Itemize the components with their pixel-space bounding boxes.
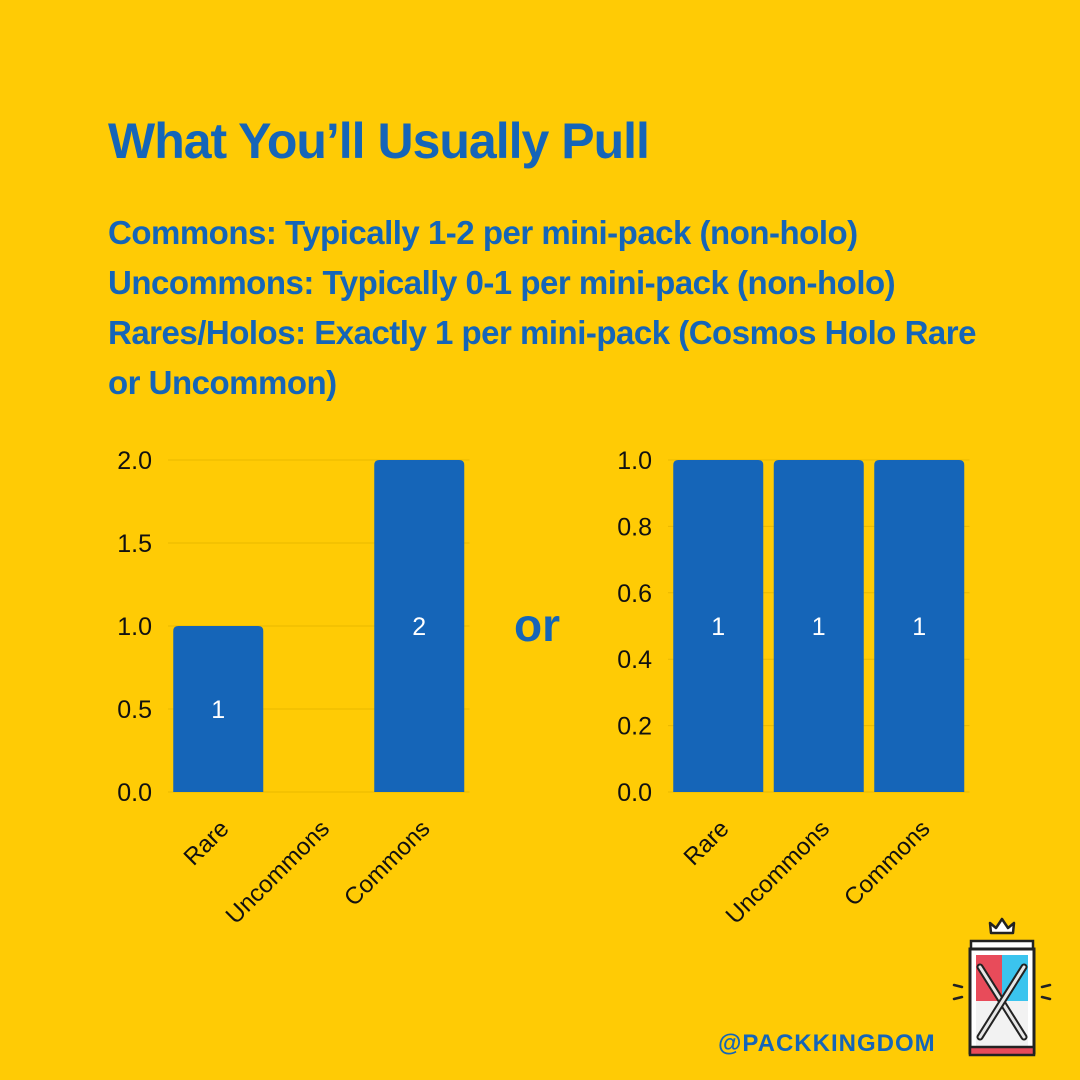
data-label: 2 bbox=[412, 613, 426, 641]
bar-commons bbox=[374, 460, 465, 792]
description-line-uncommons: Uncommons: Typically 0-1 per mini-pack (… bbox=[108, 264, 896, 301]
y-tick-label: 0.5 bbox=[117, 696, 152, 724]
data-label: 1 bbox=[912, 613, 926, 641]
y-tick-label: 2.0 bbox=[117, 447, 152, 475]
data-label: 1 bbox=[211, 696, 225, 724]
or-separator: or bbox=[514, 599, 560, 651]
y-tick-label: 1.0 bbox=[117, 613, 152, 641]
description-line-commons: Commons: Typically 1-2 per mini-pack (no… bbox=[108, 214, 858, 251]
bar-uncommons bbox=[773, 460, 864, 792]
x-tick-label: Rare bbox=[179, 815, 235, 871]
y-tick-label: 0.6 bbox=[617, 580, 652, 608]
page-title: What You’ll Usually Pull bbox=[108, 113, 650, 169]
bar-rare bbox=[173, 626, 264, 792]
x-tick-label: Uncommons bbox=[721, 815, 835, 929]
x-tick-label: Commons bbox=[339, 815, 435, 911]
data-label: 1 bbox=[711, 613, 725, 641]
x-tick-label: Rare bbox=[679, 815, 735, 871]
y-tick-label: 0.8 bbox=[617, 513, 652, 541]
description-line-rares: Rares/Holos: Exactly 1 per mini-pack (Co… bbox=[108, 314, 976, 401]
pack-kingdom-logo-icon bbox=[952, 917, 1052, 1057]
y-tick-label: 1.5 bbox=[117, 530, 152, 558]
bar-chart-right: 0.0 0.2 0.4 0.6 0.8 1.0 1 Rare 1 Uncommons 1 Common… bbox=[617, 447, 970, 930]
x-tick-label: Commons bbox=[839, 815, 935, 911]
x-tick-label: Uncommons bbox=[221, 815, 335, 929]
data-label: 1 bbox=[812, 613, 826, 641]
y-tick-label: 0.2 bbox=[617, 713, 652, 741]
y-tick-label: 0.0 bbox=[117, 779, 152, 807]
y-tick-label: 1.0 bbox=[617, 447, 652, 475]
bar-commons bbox=[874, 460, 965, 792]
y-tick-label: 0.4 bbox=[617, 646, 652, 674]
y-tick-label: 0.0 bbox=[617, 779, 652, 807]
description: Commons: Typically 1-2 per mini-pack (no… bbox=[108, 208, 988, 408]
brand-handle: @PACKKINGDOM bbox=[718, 1030, 936, 1057]
bar-rare bbox=[673, 460, 764, 792]
